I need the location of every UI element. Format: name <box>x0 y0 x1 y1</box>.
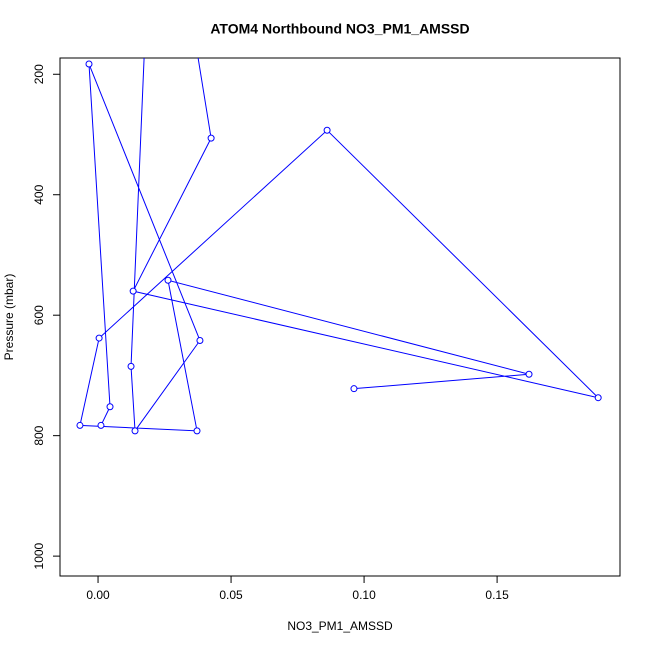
data-point <box>95 334 103 342</box>
chart-title: ATOM4 Northbound NO3_PM1_AMSSD <box>210 21 469 37</box>
x-tick-label: 0.00 <box>86 588 110 602</box>
data-point <box>106 403 114 411</box>
y-tick-label: 400 <box>32 184 46 204</box>
data-point <box>196 336 204 344</box>
data-point <box>127 362 135 370</box>
data-point <box>164 276 172 284</box>
data-point <box>97 421 105 429</box>
y-tick-label: 1000 <box>32 542 46 569</box>
y-tick-label: 800 <box>32 425 46 445</box>
y-tick-label: 600 <box>32 305 46 325</box>
x-axis-label: NO3_PM1_AMSSD <box>287 619 393 633</box>
y-tick-label: 200 <box>32 64 46 84</box>
data-point <box>76 421 84 429</box>
data-point <box>594 394 602 402</box>
data-point <box>207 134 215 142</box>
data-point <box>129 287 137 295</box>
y-axis-label: Pressure (mbar) <box>2 274 16 361</box>
x-tick-label: 0.10 <box>352 588 376 602</box>
plot-frame <box>59 57 621 577</box>
data-point <box>85 60 93 68</box>
plot-area <box>76 58 602 435</box>
series-line <box>79 58 600 433</box>
data-point <box>323 126 331 134</box>
data-point <box>131 427 139 435</box>
data-point <box>193 427 201 435</box>
x-tick-label: 0.05 <box>219 588 243 602</box>
data-point <box>350 385 358 393</box>
x-tick-label: 0.15 <box>485 588 509 602</box>
data-point <box>525 370 533 378</box>
